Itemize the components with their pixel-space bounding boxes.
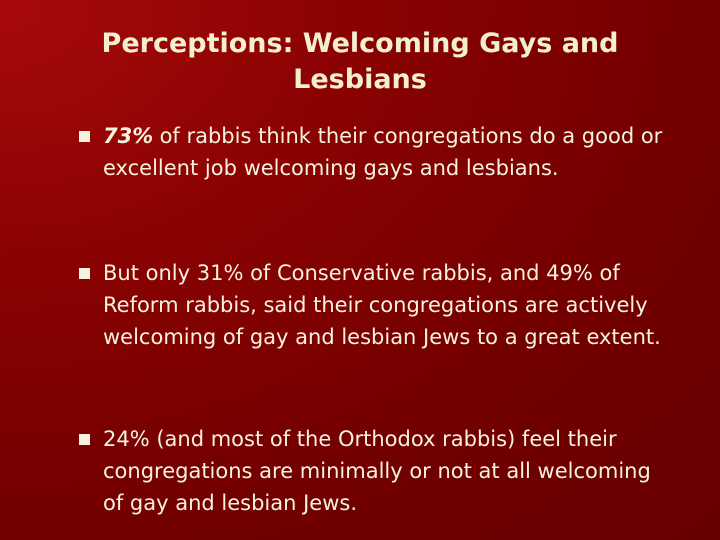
bullet: 24% (and most of the Orthodox rabbis) fe…	[79, 423, 673, 519]
slide-title: Perceptions: Welcoming Gays and Lesbians	[101, 28, 619, 95]
bullet-marker	[79, 434, 90, 445]
bullet-text: 24% (and most of the Orthodox rabbis) fe…	[103, 427, 651, 515]
bullet: But only 31% of Conservative rabbis, and…	[79, 257, 673, 353]
bullet-text: But only 31% of Conservative rabbis, and…	[103, 261, 661, 349]
bullet-marker	[79, 131, 90, 142]
bullet: 73% of rabbis think their congregations d…	[79, 120, 673, 184]
bullet-marker	[79, 268, 90, 279]
emphasis: 73%	[103, 124, 154, 148]
bullet-text: of rabbis think their congregations do a…	[103, 124, 663, 180]
